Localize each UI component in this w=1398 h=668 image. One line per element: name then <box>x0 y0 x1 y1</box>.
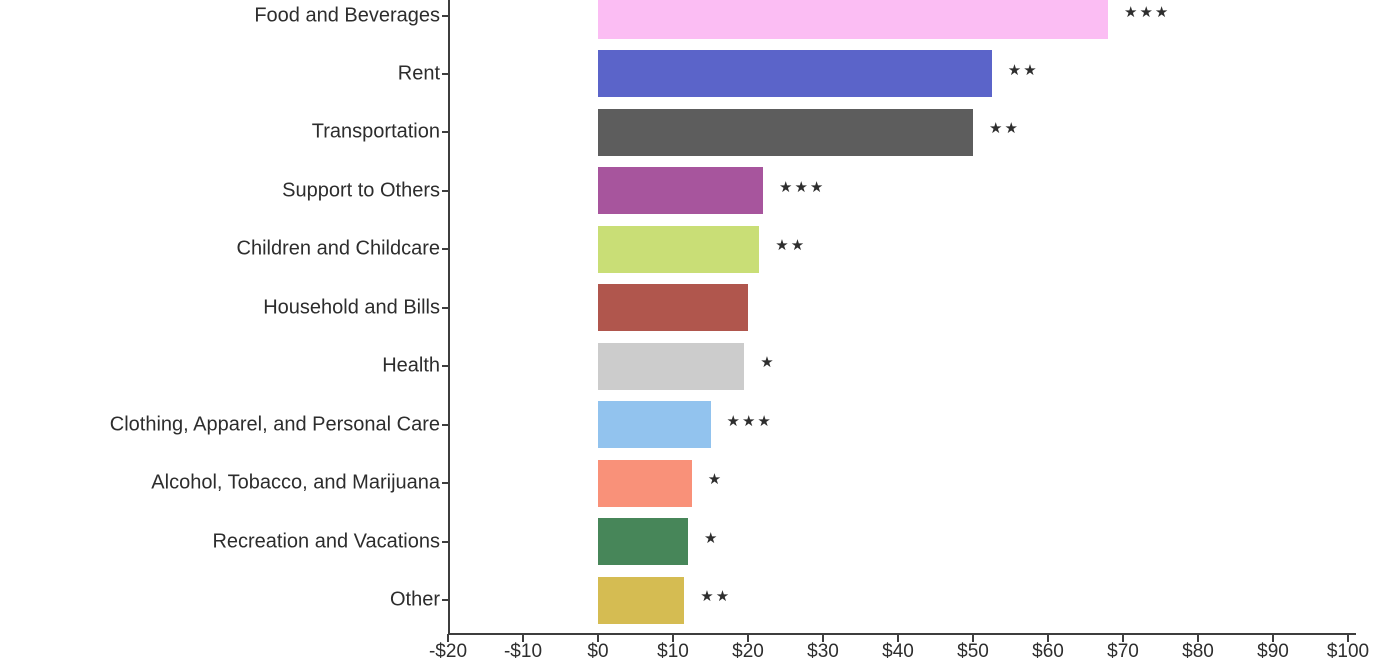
category-tick <box>442 306 448 309</box>
x-axis-tick-label: $70 <box>1107 641 1139 662</box>
category-label: Food and Beverages <box>254 4 440 26</box>
category-label: Household and Bills <box>263 296 440 319</box>
category-tick <box>442 540 448 543</box>
x-axis-tick-label: -$20 <box>428 641 468 662</box>
x-axis-tick <box>897 634 899 642</box>
x-axis-tick <box>1347 634 1349 642</box>
category-label: Clothing, Apparel, and Personal Care <box>109 413 440 436</box>
bar <box>598 284 748 332</box>
x-axis-tick <box>522 634 524 642</box>
plot-area: ★★★ ★★ ★★ ★★★ ★★ ★ ★★★ ★ ★ ★★ -$20 -$10 $0 $10 $20 $30 $… <box>429 0 1398 668</box>
x-axis-line <box>448 633 1356 635</box>
bar <box>598 108 973 156</box>
category-tick <box>442 423 448 426</box>
x-axis-tick <box>672 634 674 642</box>
x-axis-tick <box>597 634 599 642</box>
bar <box>598 50 992 98</box>
significance-stars: ★★★ <box>726 412 773 430</box>
x-axis-tick <box>1272 634 1274 642</box>
bar <box>598 459 692 507</box>
significance-stars: ★ <box>707 471 724 489</box>
category-label: Recreation and Vacations <box>212 530 440 553</box>
x-axis-tick-label: $90 <box>1257 641 1289 662</box>
x-axis-tick <box>747 634 749 642</box>
category-axis-labels: Food and Beverages Rent Transportation Supp… <box>0 0 440 634</box>
bar <box>598 167 763 215</box>
bar <box>598 225 760 273</box>
x-axis-tick <box>1122 634 1124 642</box>
bar <box>598 342 745 390</box>
x-axis-tick-label: $100 <box>1326 641 1370 662</box>
x-axis-tick-label: -$10 <box>503 641 543 662</box>
x-axis-tick-label: $40 <box>882 641 914 662</box>
category-tick <box>442 599 448 601</box>
bar <box>598 0 1108 39</box>
category-tick <box>442 72 448 75</box>
significance-stars: ★★ <box>989 120 1020 138</box>
x-axis-tick-label: $30 <box>807 641 839 662</box>
category-tick <box>442 189 448 192</box>
x-axis-tick-label: $80 <box>1182 641 1214 662</box>
category-label: Support to Others <box>282 179 440 202</box>
significance-stars: ★ <box>704 529 720 547</box>
x-axis-tick-label: $50 <box>957 641 989 662</box>
significance-stars: ★★★ <box>1124 3 1171 21</box>
significance-stars: ★★ <box>1007 61 1039 79</box>
category-label: Transportation <box>311 120 440 143</box>
category-tick <box>442 248 448 251</box>
x-axis-tick <box>822 634 824 642</box>
bar <box>598 518 688 566</box>
x-axis-tick-label: $20 <box>732 641 764 662</box>
significance-stars: ★ <box>760 354 776 372</box>
x-axis-tick <box>447 634 449 642</box>
x-axis-tick <box>1047 634 1049 642</box>
x-axis-tick-label: $0 <box>587 641 609 662</box>
category-label: Other <box>389 588 440 611</box>
significance-stars: ★★ <box>775 237 807 255</box>
category-label: Alcohol, Tobacco, and Marijuana <box>151 471 440 494</box>
category-tick <box>442 482 448 485</box>
x-axis-tick <box>972 634 974 642</box>
y-axis-line <box>448 0 450 634</box>
x-axis-tick-label: $10 <box>657 641 689 662</box>
category-tick <box>442 365 448 368</box>
bar <box>598 576 685 624</box>
bar <box>598 401 711 449</box>
category-tick <box>442 14 448 17</box>
significance-stars: ★★ <box>700 588 732 605</box>
x-axis-tick <box>1197 634 1199 642</box>
significance-stars: ★★★ <box>779 178 826 196</box>
category-tick <box>442 131 448 134</box>
category-label: Children and Childcare <box>236 237 440 260</box>
category-label: Health <box>382 354 440 377</box>
category-label: Rent <box>397 62 440 85</box>
x-axis-tick-label: $60 <box>1032 641 1064 662</box>
